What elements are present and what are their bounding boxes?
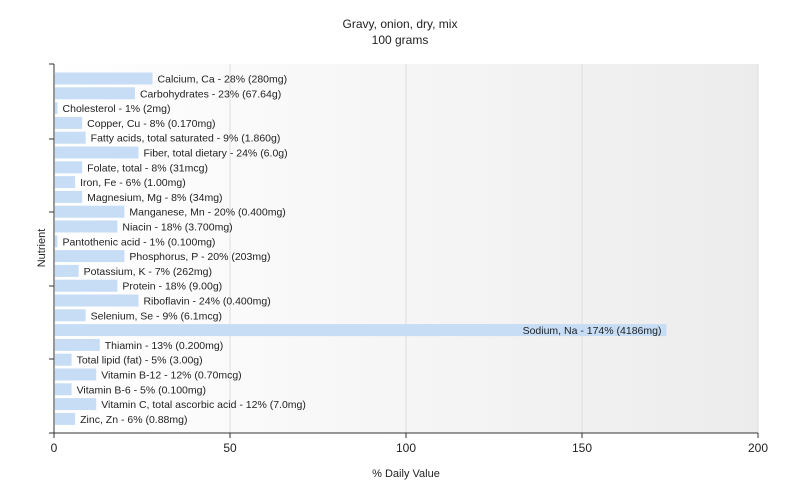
x-axis-title: % Daily Value [372,468,440,480]
bar [55,102,58,115]
y-axis-title: Nutrient [36,229,48,268]
bar-label: Manganese, Mn - 20% (0.400mg) [129,207,285,219]
bar [55,205,125,218]
bar [55,190,83,203]
bar [55,146,139,159]
bar [55,250,125,263]
x-tick-label: 0 [51,441,58,455]
bar-label: Riboflavin - 24% (0.400mg) [143,296,270,308]
bar-label: Zinc, Zn - 6% (0.88mg) [80,414,187,426]
bar-label: Iron, Fe - 6% (1.00mg) [80,177,186,189]
bar [55,72,153,85]
bar [55,383,72,396]
bar [55,398,97,411]
bar-label: Selenium, Se - 9% (6.1mcg) [91,310,222,322]
bar [55,294,139,307]
bar [55,161,83,174]
bar [55,87,135,100]
bar [55,368,97,381]
bar-label: Sodium, Na - 174% (4186mg) [523,325,662,337]
bar-label: Thiamin - 13% (0.200mg) [105,340,223,352]
bar-label: Niacin - 18% (3.700mg) [122,222,232,234]
axes: 0 50 100 150 200 [49,63,768,455]
bar [55,131,86,144]
bar-label: Fiber, total dietary - 24% (6.0g) [143,148,287,160]
bar-label: Fatty acids, total saturated - 9% (1.860… [91,133,281,145]
bar-label: Copper, Cu - 8% (0.170mg) [87,118,215,130]
bar-label: Phosphorus, P - 20% (203mg) [129,251,270,263]
chart-subtitle: 100 grams [372,33,429,47]
chart-title: Gravy, onion, dry, mix [343,17,458,31]
bars: Calcium, Ca - 28% (280mg) Carbohydrates -… [55,72,667,426]
bar-label: Magnesium, Mg - 8% (34mg) [87,192,222,204]
bar-label: Folate, total - 8% (31mcg) [87,162,208,174]
bar [55,235,58,248]
bar [55,116,83,129]
bar-label: Vitamin B-6 - 5% (0.100mg) [77,384,206,396]
bar-label: Carbohydrates - 23% (67.64g) [140,88,281,100]
bar [55,220,118,233]
x-tick-label: 100 [396,441,416,455]
bar-label: Pantothenic acid - 1% (0.100mg) [63,236,216,248]
x-tick-label: 50 [223,441,237,455]
bar [55,279,118,292]
x-tick-label: 150 [572,441,592,455]
bar-label: Cholesterol - 1% (2mg) [63,103,171,115]
bar-label: Total lipid (fat) - 5% (3.00g) [77,355,203,367]
bar-label: Protein - 18% (9.00g) [122,281,222,293]
gridlines [229,64,759,433]
bar [55,264,79,277]
bar-label: Potassium, K - 7% (262mg) [84,266,212,278]
bar [55,353,72,366]
bar [55,338,100,351]
x-tick-label: 200 [748,441,768,455]
bar [55,324,667,337]
bar-label: Vitamin C, total ascorbic acid - 12% (7.… [101,399,306,411]
bar-label: Vitamin B-12 - 12% (0.70mcg) [101,370,241,382]
bar [55,412,76,425]
bar [55,309,86,322]
bar-label: Calcium, Ca - 28% (280mg) [158,74,288,86]
bar [55,176,76,189]
